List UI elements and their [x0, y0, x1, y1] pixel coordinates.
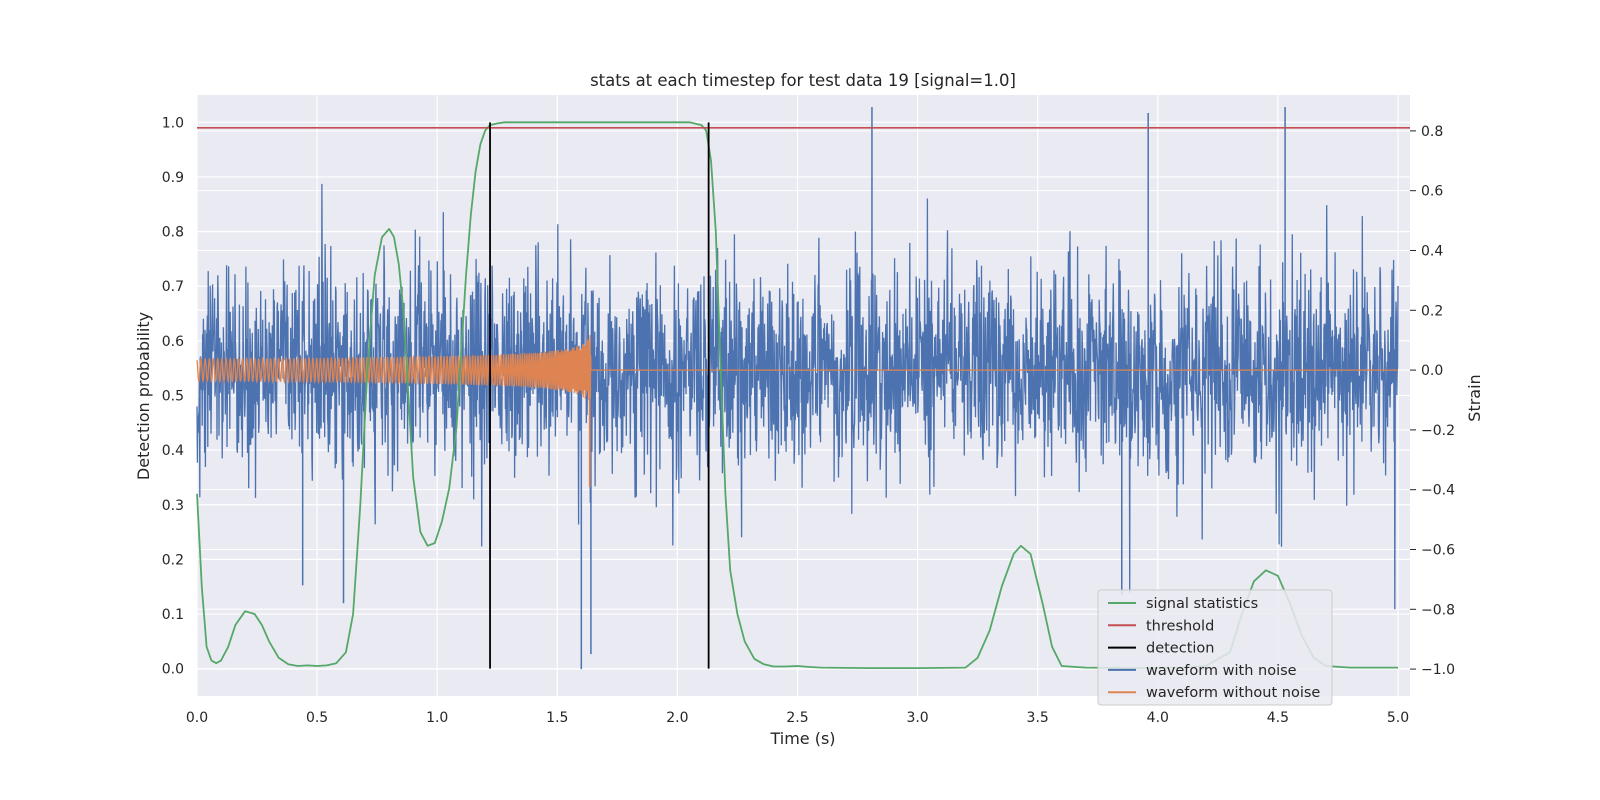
y-axis-label-right: Strain — [1465, 374, 1484, 421]
x-tick-label: 3.0 — [906, 710, 928, 726]
y-tick-label-right: −0.4 — [1421, 483, 1455, 499]
line-waveform-with-noise — [196, 183, 1399, 610]
y-tick-label-right: −0.2 — [1421, 423, 1455, 439]
legend-box — [1097, 589, 1333, 706]
line-signal-statistics — [196, 121, 1398, 669]
series-waveform-without-noise — [196, 335, 1398, 487]
legend: signal statistics threshold detection wavef… — [1097, 589, 1333, 706]
x-tick-label: 4.5 — [1267, 710, 1289, 726]
x-tick-label: 3.5 — [1027, 710, 1049, 726]
y-tick-label-right: 0.0 — [1421, 363, 1443, 379]
y-tick-label-left: 0.9 — [162, 170, 184, 186]
x-tick-label: 0.0 — [186, 710, 208, 726]
x-tick-label: 1.5 — [546, 710, 568, 726]
y-tick-label-left: 0.5 — [162, 389, 184, 405]
x-tick-label: 2.0 — [666, 710, 688, 726]
x-tick-label: 2.5 — [786, 710, 808, 726]
y-tick-label-left: 0.4 — [162, 443, 184, 459]
y-axis-label-left: Detection probability — [134, 312, 153, 480]
y-tick-label-right: −0.8 — [1421, 602, 1455, 618]
y-axis-ticks-right: −1.0 −0.8 −0.6 −0.4 −0.2 0.0 0.2 0.4 0.6 0.8 — [1410, 124, 1455, 678]
y-tick-label-left: 0.6 — [162, 334, 184, 350]
y-tick-label-right: 0.6 — [1421, 184, 1443, 200]
x-axis-label: Time (s) — [769, 729, 835, 748]
y-tick-label-left: 0.1 — [162, 607, 184, 623]
y-tick-label-right: 0.4 — [1421, 243, 1443, 259]
y-tick-label-left: 1.0 — [162, 115, 184, 131]
line-waveform-without-noise — [196, 335, 1398, 402]
legend-label: waveform without noise — [1146, 685, 1320, 701]
y-tick-label-left: 0.2 — [162, 552, 184, 568]
y-tick-label-right: −0.6 — [1421, 542, 1455, 558]
y-tick-label-left: 0.8 — [162, 225, 184, 241]
series-waveform-with-noise — [196, 106, 1399, 670]
x-tick-label: 4.0 — [1147, 710, 1169, 726]
y-tick-label-left: 0.0 — [162, 662, 184, 678]
y-axis-ticks-left: 0.0 0.1 0.2 0.3 0.4 0.5 0.6 0.7 0.8 0.9 1.0 — [162, 115, 184, 677]
series-signal-statistics — [196, 121, 1398, 669]
x-axis-ticks: 0.0 0.5 1.0 1.5 2.0 2.5 3.0 3.5 4.0 4.5 5.0 — [186, 710, 1409, 726]
y-tick-label-left: 0.7 — [162, 279, 184, 295]
y-tick-label-right: 0.2 — [1421, 303, 1443, 319]
y-tick-label-left: 0.3 — [162, 498, 184, 514]
series-detection — [489, 122, 710, 669]
y-tick-label-right: −1.0 — [1421, 662, 1455, 678]
legend-label: threshold — [1146, 618, 1214, 634]
x-tick-label: 5.0 — [1387, 710, 1409, 726]
legend-label: signal statistics — [1146, 596, 1258, 612]
x-tick-label: 1.0 — [426, 710, 448, 726]
legend-label: waveform with noise — [1146, 663, 1297, 679]
legend-label: detection — [1146, 641, 1214, 657]
y-tick-label-right: 0.8 — [1421, 124, 1443, 140]
chart-title: stats at each timestep for test data 19 … — [590, 71, 1016, 90]
x-tick-label: 0.5 — [306, 710, 328, 726]
